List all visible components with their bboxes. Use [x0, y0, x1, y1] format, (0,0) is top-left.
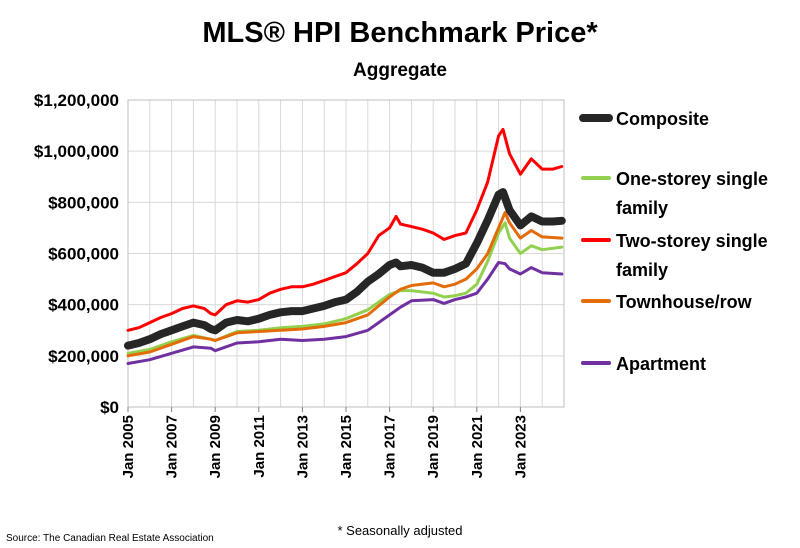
legend-label-composite: Composite	[616, 109, 709, 129]
y-tick-label: $200,000	[48, 347, 119, 366]
series-line-two-storey-single-family	[126, 127, 564, 332]
legend-label-townhouse: Townhouse/row	[616, 292, 753, 312]
x-tick-label: Jan 2007	[164, 415, 181, 478]
y-tick-label: $600,000	[48, 245, 119, 264]
legend-label-two-storey: Two-storey single	[616, 231, 768, 251]
chart-title: MLS® HPI Benchmark Price*	[202, 17, 598, 49]
series-line-apartment	[126, 261, 564, 365]
series-line-composite	[124, 188, 566, 350]
legend-label-one-storey: One-storey single	[616, 169, 768, 189]
x-tick-label: Jan 2021	[469, 415, 486, 478]
legend-label-apartment: Apartment	[616, 354, 706, 374]
x-tick-label: Jan 2023	[512, 415, 529, 478]
legend-label-two-storey: family	[616, 260, 668, 280]
legend: Composite One-storey single family Two-stor…	[579, 109, 768, 374]
x-tick-label: Jan 2011	[251, 415, 268, 478]
y-tick-label: $400,000	[48, 296, 119, 315]
x-tick-label: Jan 2019	[425, 415, 442, 478]
y-axis: $0 $200,000 $400,000 $600,000 $800,000 $1,000…	[34, 91, 119, 417]
seasonal-note: * Seasonally adjusted	[337, 523, 462, 538]
legend-label-one-storey: family	[616, 198, 668, 218]
x-axis: Jan 2005 Jan 2007 Jan 2009 Jan 2011 Jan 2013…	[120, 407, 529, 478]
x-tick-label: Jan 2005	[120, 415, 137, 478]
chart-subtitle: Aggregate	[353, 60, 447, 81]
y-tick-label: $0	[100, 398, 119, 417]
source-note: Source: The Canadian Real Estate Associa…	[6, 533, 214, 544]
series-lines	[124, 127, 566, 365]
x-tick-label: Jan 2009	[207, 415, 224, 478]
x-tick-label: Jan 2013	[294, 415, 311, 478]
y-tick-label: $800,000	[48, 193, 119, 212]
x-tick-label: Jan 2015	[338, 415, 355, 478]
y-tick-label: $1,000,000	[34, 142, 119, 161]
y-tick-label: $1,200,000	[34, 91, 119, 110]
x-tick-label: Jan 2017	[382, 415, 399, 478]
gridlines	[128, 99, 564, 408]
series-line-townhouse-row	[126, 211, 564, 358]
